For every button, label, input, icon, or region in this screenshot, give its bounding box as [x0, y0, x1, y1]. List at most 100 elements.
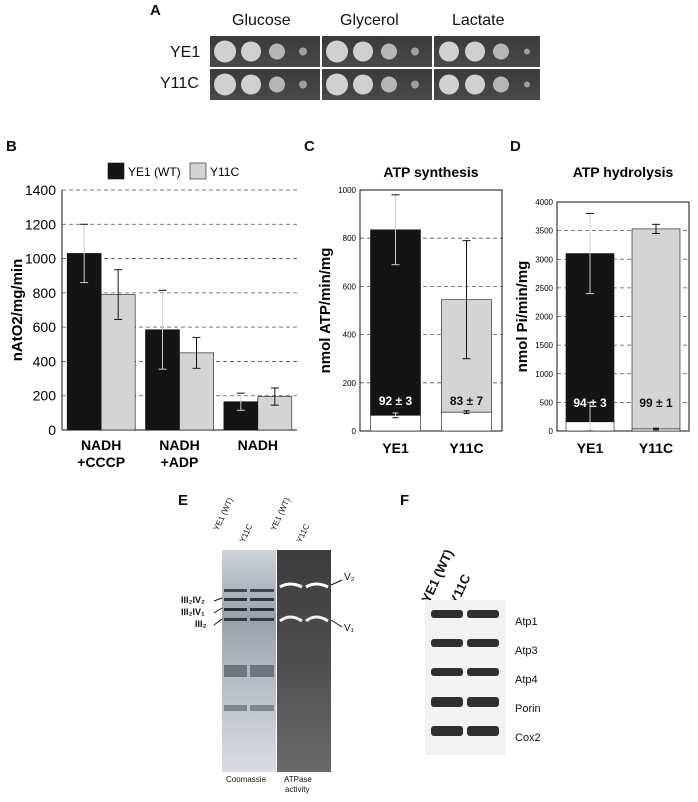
- yeast-spot: [381, 76, 397, 93]
- yeast-spot: [381, 43, 397, 60]
- yeast-spot: [353, 41, 373, 62]
- x-tick-label: YE1: [382, 440, 409, 456]
- y-axis-label: nmol ATP/min/mg: [317, 248, 334, 374]
- spot-assay-panel: Glucose Glycerol Lactate YE1 Y11C: [0, 0, 698, 130]
- inner-value-label: 94 ± 3: [573, 396, 607, 410]
- yeast-spot: [439, 41, 459, 62]
- blot-band: [431, 668, 463, 676]
- complex-label-III2IV2: III₂IV₂: [181, 595, 206, 605]
- complex-label-III2: III₂: [195, 619, 207, 629]
- gel-panel-e: YE1 (WT) Y11C YE1 (WT) Y11C III₂IV₂ III₂…: [160, 496, 400, 802]
- inner-value-label: 99 ± 1: [639, 396, 673, 410]
- bar: [631, 228, 681, 430]
- y-tick-label: 600: [33, 319, 57, 335]
- legend-label: YE1 (WT): [128, 165, 181, 179]
- y-tick-label: 1000: [535, 370, 553, 379]
- y-tick-label: 800: [343, 234, 357, 243]
- blot-band: [467, 668, 499, 676]
- blot-band: [467, 610, 499, 618]
- blot-band: [467, 639, 499, 647]
- y-tick-label: 3500: [535, 227, 553, 236]
- plot-frame: [556, 201, 690, 432]
- complex-label-III2IV1: III₂IV₁: [181, 607, 205, 617]
- chart-title: ATP synthesis: [383, 164, 478, 180]
- y-tick-label: 2000: [535, 313, 553, 322]
- y-tick-label: 400: [33, 353, 57, 369]
- yeast-spot: [299, 80, 307, 89]
- x-tick-label: +CCCP: [77, 454, 125, 470]
- blot-image: [425, 600, 505, 755]
- panel-letter-d: D: [510, 138, 521, 155]
- blot-band: [467, 726, 499, 736]
- yeast-spot: [326, 73, 348, 96]
- yeast-spot: [465, 74, 485, 95]
- chart-d: ATP hydrolysis 0 500 1000 1500 2000 2500 3000 35…: [514, 164, 690, 456]
- yeast-spot: [493, 76, 509, 93]
- panel-letter-b: B: [6, 138, 17, 155]
- y-tick-label: 0: [352, 427, 357, 436]
- y-tick-label: 1200: [25, 216, 56, 232]
- yeast-spot: [465, 41, 485, 62]
- yeast-spot: [299, 47, 307, 56]
- medium-label-glucose: Glucose: [232, 12, 291, 29]
- inner-bar: [441, 411, 492, 432]
- inner-value-label: 83 ± 7: [450, 394, 484, 408]
- y-tick-label: 500: [540, 398, 554, 407]
- gel-caption-atpase: ATPase: [284, 775, 312, 784]
- blot-band: [431, 639, 463, 647]
- x-tick-label: NADH: [238, 437, 278, 453]
- x-tick-label: +ADP: [161, 454, 199, 470]
- x-tick-label: Y11C: [639, 440, 673, 456]
- y-tick-label: 4000: [535, 198, 553, 207]
- protein-label-cox2: Cox2: [515, 732, 541, 744]
- yeast-spot: [241, 74, 261, 95]
- inner-value-label: 92 ± 3: [379, 394, 413, 408]
- complex-label-V1: V₁: [344, 623, 355, 634]
- strain-label-y11c: Y11C: [160, 75, 199, 92]
- complex-label-V2: V₂: [344, 572, 355, 583]
- yeast-spot: [214, 40, 236, 63]
- panel-letter-f: F: [400, 492, 410, 509]
- legend-label: Y11C: [210, 165, 239, 179]
- legend-swatch: [189, 162, 207, 180]
- medium-label-glycerol: Glycerol: [340, 12, 399, 29]
- y-tick-label: 0: [48, 422, 56, 438]
- gel-image: [213, 550, 343, 772]
- blot-panel-f: YE1 (WT) Y11C Atp1 Atp3 Atp4 Porin Cox2: [410, 510, 690, 770]
- y-tick-label: 2500: [535, 284, 553, 293]
- blot-band: [431, 726, 463, 736]
- y-axis-label: nAtO2/mg/min: [9, 259, 26, 362]
- protein-label-porin: Porin: [515, 703, 541, 715]
- gel-caption-coomassie: Coomassie: [226, 775, 267, 784]
- y-tick-label: 200: [343, 379, 357, 388]
- panel-letter-e: E: [178, 492, 189, 509]
- plot-frame: [359, 189, 503, 432]
- x-tick-label: NADH: [159, 437, 199, 453]
- y-tick-label: 0: [549, 427, 554, 436]
- yeast-spot: [439, 74, 459, 95]
- panel-letter-c: C: [304, 138, 315, 155]
- strain-label-ye1: YE1: [170, 44, 201, 61]
- x-tick-label: YE1: [577, 440, 604, 456]
- y-tick-label: 3000: [535, 255, 553, 264]
- x-tick-label: NADH: [81, 437, 121, 453]
- y-tick-label: 200: [33, 388, 57, 404]
- y-tick-label: 1500: [535, 341, 553, 350]
- y-tick-label: 800: [33, 285, 57, 301]
- protein-label-atp4: Atp4: [515, 674, 538, 686]
- chart-b: 0200400600800100012001400NADH+CCCPNADH+A…: [9, 162, 297, 470]
- gel-caption-activity: activity: [285, 785, 310, 794]
- yeast-spot: [411, 47, 419, 56]
- y-tick-label: 1000: [25, 251, 56, 267]
- y-axis-label: nmol Pi/min/mg: [514, 261, 531, 373]
- yeast-spot: [493, 43, 509, 60]
- protein-label-atp3: Atp3: [515, 645, 538, 657]
- medium-label-lactate: Lactate: [452, 12, 505, 29]
- yeast-spot: [269, 43, 285, 60]
- yeast-spot: [353, 74, 373, 95]
- protein-label-atp1: Atp1: [515, 616, 538, 628]
- yeast-spot: [524, 81, 530, 88]
- chart-title: ATP hydrolysis: [573, 164, 674, 180]
- legend-swatch: [107, 162, 125, 180]
- x-tick-label: Y11C: [449, 440, 483, 456]
